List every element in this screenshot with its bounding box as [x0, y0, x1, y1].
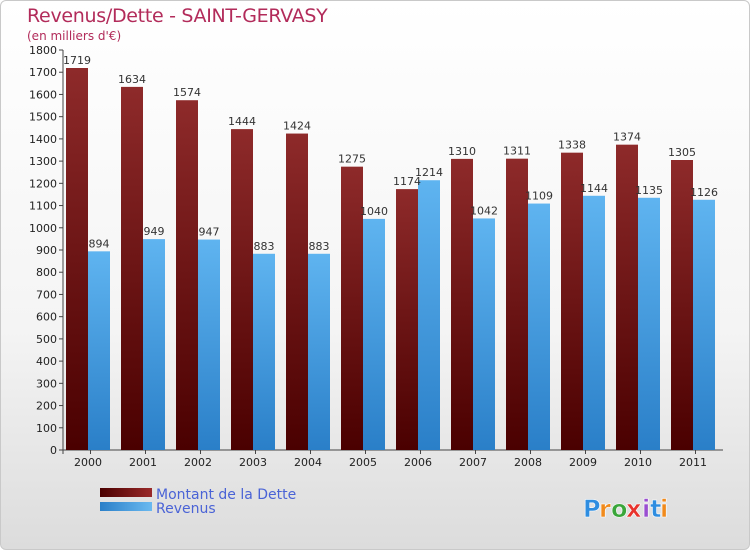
- value-label-dette: 1311: [503, 145, 531, 158]
- bar-dette: [341, 166, 363, 450]
- bar-revenus: [693, 199, 715, 450]
- legend-label-dette: Montant de la Dette: [156, 487, 296, 503]
- bar-revenus: [308, 253, 330, 450]
- y-tick-label: 500: [36, 333, 57, 346]
- value-label-revenus: 883: [254, 240, 275, 253]
- x-tick-label: 2006: [404, 456, 432, 469]
- y-tick-label: 1700: [29, 66, 57, 79]
- value-label-revenus: 1214: [415, 166, 443, 179]
- x-tick-label: 2001: [129, 456, 157, 469]
- bar-dette: [506, 158, 528, 450]
- logo-letter: i: [642, 495, 650, 523]
- chart-subtitle: (en milliers d'€): [27, 29, 122, 43]
- bar-dette: [561, 152, 583, 450]
- bar-dette: [66, 68, 88, 450]
- value-label-revenus: 1109: [525, 190, 553, 203]
- y-tick-label: 300: [36, 377, 57, 390]
- value-label-revenus: 1135: [635, 184, 663, 197]
- bar-revenus: [528, 203, 550, 450]
- x-tick-label: 2005: [349, 456, 377, 469]
- proxiti-logo: Pr ox i ti: [583, 495, 669, 524]
- bar-revenus: [198, 239, 220, 450]
- y-tick-label: 700: [36, 288, 57, 301]
- x-tick-label: 2009: [569, 456, 597, 469]
- value-label-dette: 1634: [118, 73, 146, 86]
- logo-letter: P: [583, 495, 601, 523]
- value-label-dette: 1338: [558, 139, 586, 152]
- y-tick-label: 200: [36, 400, 57, 413]
- bar-dette: [286, 133, 308, 451]
- y-tick-label: 1800: [29, 44, 57, 57]
- value-label-dette: 1444: [228, 115, 256, 128]
- bar-revenus: [583, 195, 605, 450]
- value-label-dette: 1374: [613, 131, 641, 144]
- value-label-dette: 1719: [63, 54, 91, 67]
- bars: [66, 68, 715, 451]
- y-tick-label: 1400: [29, 133, 57, 146]
- value-labels: 1719 894 1634 949 1574 947 1444 883 1424 883 1275 1…: [63, 54, 718, 253]
- x-tick-label: 2011: [679, 456, 707, 469]
- y-tick-label: 0: [50, 444, 57, 457]
- axes: 0 100 200 300 400 500 600 700 800 900 1000 1100 1200…: [29, 44, 723, 469]
- x-tick-label: 2010: [624, 456, 652, 469]
- bar-revenus: [638, 197, 660, 450]
- bar-dette: [671, 160, 693, 450]
- value-label-dette: 1174: [393, 175, 421, 188]
- value-label-dette: 1275: [338, 153, 366, 166]
- value-label-revenus: 1126: [690, 186, 718, 199]
- y-tick-label: 1600: [29, 88, 57, 101]
- value-label-revenus: 1042: [470, 204, 498, 217]
- bar-revenus: [253, 253, 275, 450]
- x-tick-label: 2008: [514, 456, 542, 469]
- bar-dette: [231, 129, 253, 450]
- value-label-dette: 1424: [283, 120, 311, 133]
- legend-swatch-dette: [100, 488, 152, 497]
- legend-label-revenus: Revenus: [156, 501, 216, 517]
- value-label-revenus: 947: [199, 226, 220, 239]
- x-tick-label: 2007: [459, 456, 487, 469]
- value-label-revenus: 1040: [360, 205, 388, 218]
- logo-letter: i: [660, 495, 668, 523]
- value-label-revenus: 949: [144, 225, 165, 238]
- bar-dette: [121, 86, 143, 450]
- chart-title: Revenus/Dette - SAINT-GERVASY: [27, 5, 328, 27]
- bar-revenus: [143, 239, 165, 450]
- bar-dette: [451, 158, 473, 450]
- legend-swatch-revenus: [100, 502, 152, 511]
- bar-dette: [396, 189, 418, 450]
- y-tick-label: 1300: [29, 155, 57, 168]
- x-tick-label: 2003: [239, 456, 267, 469]
- x-tick-label: 2004: [294, 456, 322, 469]
- y-tick-label: 400: [36, 355, 57, 368]
- value-label-dette: 1305: [668, 146, 696, 159]
- y-tick-label: 800: [36, 266, 57, 279]
- y-tick-label: 100: [36, 422, 57, 435]
- bar-dette: [616, 144, 638, 450]
- x-tick-label: 2000: [74, 456, 102, 469]
- y-tick-label: 900: [36, 244, 57, 257]
- bar-revenus: [363, 218, 385, 450]
- value-label-revenus: 894: [89, 237, 110, 250]
- logo-letter: o: [611, 495, 628, 523]
- y-tick-label: 1100: [29, 200, 57, 213]
- bar-revenus: [473, 218, 495, 450]
- logo-letter: r: [599, 495, 611, 523]
- logo-letter: t: [650, 495, 661, 523]
- y-tick-label: 1500: [29, 111, 57, 124]
- y-tick-label: 600: [36, 311, 57, 324]
- bar-revenus: [418, 180, 440, 450]
- bar-revenus: [88, 251, 110, 450]
- y-tick-label: 1000: [29, 222, 57, 235]
- x-tick-label: 2002: [184, 456, 212, 469]
- value-label-dette: 1574: [173, 86, 201, 99]
- logo-letter: x: [626, 495, 642, 523]
- value-label-revenus: 1144: [580, 182, 608, 195]
- bar-dette: [176, 100, 198, 450]
- value-label-dette: 1310: [448, 145, 476, 158]
- value-label-revenus: 883: [309, 240, 330, 253]
- y-tick-label: 1200: [29, 177, 57, 190]
